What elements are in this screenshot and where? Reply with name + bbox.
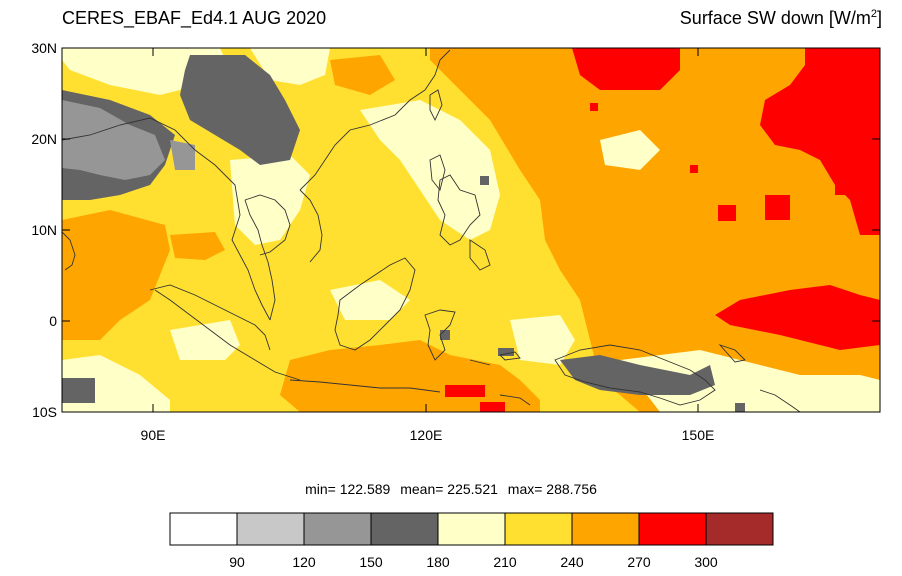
colorbar-swatch xyxy=(437,512,506,546)
colorbar-label: 180 xyxy=(426,554,450,570)
variable-bracket: ] xyxy=(876,8,882,28)
colorbar-label: 120 xyxy=(292,554,316,570)
colorbar-swatch xyxy=(169,512,238,546)
variable-title: Surface SW down [W/m2] xyxy=(680,8,882,29)
lat-labels: 30N 20N 10N 0 10S xyxy=(31,40,57,420)
colorbar-label: 270 xyxy=(627,554,651,570)
unit-superscript: 2 xyxy=(870,8,877,20)
lon-labels: 90E 120E 150E xyxy=(141,427,715,443)
stat-mean: mean= 225.521 xyxy=(400,481,498,497)
lat-label-30n: 30N xyxy=(31,40,57,56)
colorbar-swatch xyxy=(370,512,439,546)
stat-max: max= 288.756 xyxy=(507,481,597,497)
lon-label-120e: 120E xyxy=(410,427,443,443)
lon-label-90e: 90E xyxy=(141,427,166,443)
colorbar-label: 240 xyxy=(560,554,584,570)
plot-title: CERES_EBAF_Ed4.1 AUG 2020 xyxy=(62,8,327,28)
colorbar-label: 300 xyxy=(694,554,718,570)
lat-label-10n: 10N xyxy=(31,222,57,238)
lat-tick-marks xyxy=(62,47,880,413)
colorbar-swatch xyxy=(638,512,707,546)
map-field xyxy=(62,48,880,412)
colorbar-swatch xyxy=(504,512,573,546)
colorbar-swatch xyxy=(303,512,372,546)
colorbar-label: 90 xyxy=(229,554,245,570)
coastlines xyxy=(62,49,801,412)
colorbar-swatch xyxy=(571,512,640,546)
colorbar-swatch xyxy=(705,512,774,546)
lat-label-10s: 10S xyxy=(32,404,57,420)
stat-min: min= 122.589 xyxy=(305,481,391,497)
colorbar-swatch xyxy=(236,512,305,546)
lat-label-20n: 20N xyxy=(31,131,57,147)
colorbar-label: 210 xyxy=(493,554,517,570)
stats-line: min= 122.589 mean= 225.521 max= 288.756 xyxy=(0,481,902,497)
variable-label: Surface SW down [W/m xyxy=(679,8,871,28)
lat-label-0: 0 xyxy=(49,313,57,329)
colorbar xyxy=(169,512,774,546)
colorbar-label: 150 xyxy=(359,554,383,570)
colorbar-labels: 90 120 150 180 210 240 270 300 xyxy=(229,554,718,570)
lon-label-150e: 150E xyxy=(682,427,715,443)
lon-tick-marks xyxy=(152,48,699,412)
